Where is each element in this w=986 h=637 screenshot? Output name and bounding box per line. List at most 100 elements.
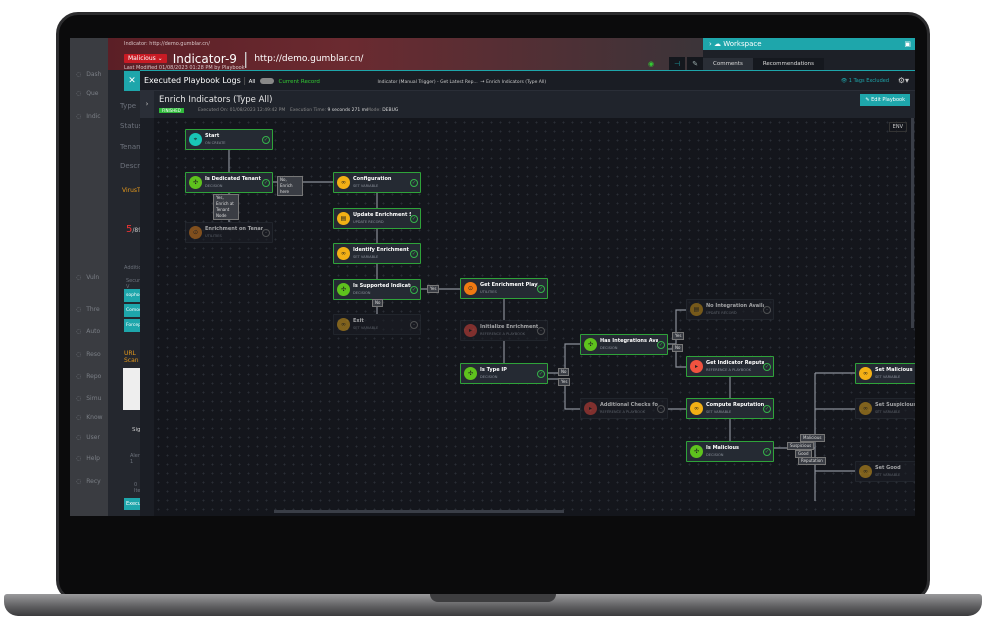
playbook-logs-icon[interactable]: ⊣ [669, 57, 686, 71]
step-title: Is Type IP [480, 367, 507, 373]
workspace-header[interactable]: › ☁ Workspace ▣ [703, 38, 915, 50]
step-title: Compute Reputation Data [706, 402, 764, 408]
tab-recommendations[interactable]: Recommendations [752, 58, 825, 70]
breadcrumb-item[interactable]: Enrich Indicators (Type All) [486, 80, 547, 85]
step-icon: ▸ [690, 360, 703, 373]
step-title: Set Good [875, 465, 901, 471]
check-icon: ✓ [537, 370, 545, 378]
field-type: Type [120, 102, 137, 110]
check-icon: ✓ [410, 215, 418, 223]
step-type: DECISION [706, 453, 724, 457]
edge-label: Reputation [798, 457, 826, 465]
edge-label: No, Enrich here [277, 176, 303, 196]
step-title: Initialize Enrichment Play... [480, 324, 538, 330]
mode-value: DEBUG [382, 108, 399, 113]
step-title: Identify Enrichment Playb... [353, 247, 411, 253]
sidebar-item[interactable]: Help [76, 455, 100, 462]
edit-icon[interactable]: ✎ [687, 57, 704, 71]
items-count: 0 Item [134, 482, 145, 494]
playbook-step[interactable]: ▸Get Indicator Reputation REFERENCE A PLA… [686, 356, 774, 377]
playbook-step[interactable]: ∞Identify Enrichment Playb... SET VARIABL… [333, 243, 421, 264]
skipped-icon: – [262, 229, 270, 237]
layout-icon[interactable]: ▣ [904, 40, 911, 48]
playbook-step[interactable]: ∞ Exit SET VARIABLE – [333, 314, 421, 335]
playbook-step[interactable]: ▤Update Enrichment Status... UPDATE RECOR… [333, 208, 421, 229]
settings-icon[interactable]: ⚙▾ [897, 76, 909, 85]
sidebar-item[interactable]: Auto [76, 328, 100, 335]
check-icon: ✓ [763, 405, 771, 413]
status-badge[interactable]: Malicious ⌄ [124, 54, 167, 63]
playbook-step[interactable]: ▸Initialize Enrichment Play... REFERENCE … [460, 320, 548, 341]
env-button[interactable]: ENV [888, 122, 907, 132]
executed-on: Executed On: 01/08/2023 12:49:42 PM [198, 108, 286, 113]
sidebar-item[interactable]: Recy [76, 478, 100, 485]
sidebar-item[interactable]: Simu [76, 395, 101, 402]
mode-label: Mode: [367, 108, 381, 113]
step-icon: ▤ [337, 212, 350, 225]
sidebar-item[interactable]: User [76, 434, 100, 441]
playbook-step[interactable]: ⊙ Enrichment on Tenant UTILITIES – [185, 222, 273, 243]
breadcrumb-item[interactable]: Indicator (Manual Trigger) - Get Latest … [377, 80, 478, 85]
workspace-title: Workspace [723, 40, 762, 48]
playbook-step[interactable]: ⊙Get Enrichment Playbook... UTILITIES ✓ [460, 278, 548, 299]
playbook-step[interactable]: ✣Is Dedicated Tenant Record DECISION ✓ [185, 172, 273, 193]
record-title: Indicator-9 [172, 51, 237, 66]
sidebar-item[interactable]: Dash [76, 71, 101, 78]
sidebar-item[interactable]: Know [76, 414, 102, 421]
step-title: No Integration Available [706, 303, 764, 309]
step-title: Update Enrichment Status... [353, 212, 411, 218]
close-icon[interactable]: ✕ [124, 71, 140, 91]
horizontal-scrollbar[interactable] [274, 510, 564, 513]
step-icon: ∞ [859, 402, 872, 415]
playbook-name: Enrich Indicators (Type All) [159, 95, 273, 105]
playbook-step[interactable]: ∞ Configuration SET VARIABLE ✓ [333, 172, 421, 193]
step-icon: ⊙ [464, 282, 477, 295]
sidebar-item[interactable]: Reso [76, 351, 100, 358]
security: Security V [126, 278, 147, 290]
skipped-icon: – [410, 321, 418, 329]
playbook-step[interactable]: ⌖ Start ON CREATE ✓ [185, 129, 273, 150]
expand-icon[interactable]: › [140, 91, 154, 118]
filter-all[interactable]: All [248, 79, 256, 85]
check-icon: ✓ [410, 286, 418, 294]
step-icon: ∞ [859, 367, 872, 380]
alerts[interactable]: Alerts 1 [130, 453, 145, 465]
skipped-icon: – [537, 327, 545, 335]
step-icon: ✣ [690, 445, 703, 458]
workspace-panel: › ☁ Workspace ▣ Comments Recommendations [703, 38, 915, 70]
playbook-canvas[interactable]: ENV ⌖ Start ON CREATE ✓ ✣ Is Dedicated Tenant… [154, 118, 915, 516]
playbook-step[interactable]: ✣Has Integrations Available... DECISION ✓ [580, 334, 668, 355]
step-icon: ⊙ [189, 226, 202, 239]
step-title: Enrichment on Tenant [205, 226, 263, 232]
vertical-scrollbar[interactable] [911, 118, 914, 328]
edge-label: Yes, Enrich at Tenant Node [213, 194, 239, 220]
playbook-step[interactable]: ∞Compute Reputation Data SET VARIABLE ✓ [686, 398, 774, 419]
check-icon: ✓ [657, 341, 665, 349]
playbook-step[interactable]: ✣Is Supported Indicator Type DECISION ✓ [333, 279, 421, 300]
tags-excluded[interactable]: 👁 1 Tags Excluded [840, 78, 889, 84]
sidebar-item[interactable]: Repo [76, 373, 101, 380]
playbook-step[interactable]: ▤No Integration Available UPDATE RECORD – [686, 299, 774, 320]
edit-playbook-button[interactable]: ✎ Edit Playbook [860, 94, 910, 106]
sidebar-item[interactable]: Que [76, 90, 98, 97]
step-type: DECISION [205, 184, 223, 188]
sidebar-item[interactable]: Vuln [76, 274, 99, 281]
sidebar-item[interactable]: Thre [76, 306, 100, 313]
record-toggle[interactable] [259, 77, 274, 84]
tab-comments[interactable]: Comments [703, 58, 753, 70]
sidebar-item[interactable]: Indic [76, 113, 100, 120]
step-title: Has Integrations Available... [600, 338, 658, 344]
tags-label: 1 Tags Excluded [848, 78, 889, 84]
playbook-step[interactable]: ▸Additional Checks for IP REFERENCE A PLA… [580, 398, 668, 419]
edge-label: Yes [558, 378, 571, 386]
laptop-base [4, 594, 982, 616]
edge-label: No [372, 299, 384, 307]
field-status: Status [120, 122, 143, 130]
mode: Mode: DEBUG [367, 108, 398, 113]
playbook-step[interactable]: ✣ Is Malicious DECISION ✓ [686, 441, 774, 462]
last-modified: Last Modified 01/08/2023 01:28 PM by Pla… [124, 65, 245, 71]
playbook-step[interactable]: ✣ Is Type IP DECISION ✓ [460, 363, 548, 384]
